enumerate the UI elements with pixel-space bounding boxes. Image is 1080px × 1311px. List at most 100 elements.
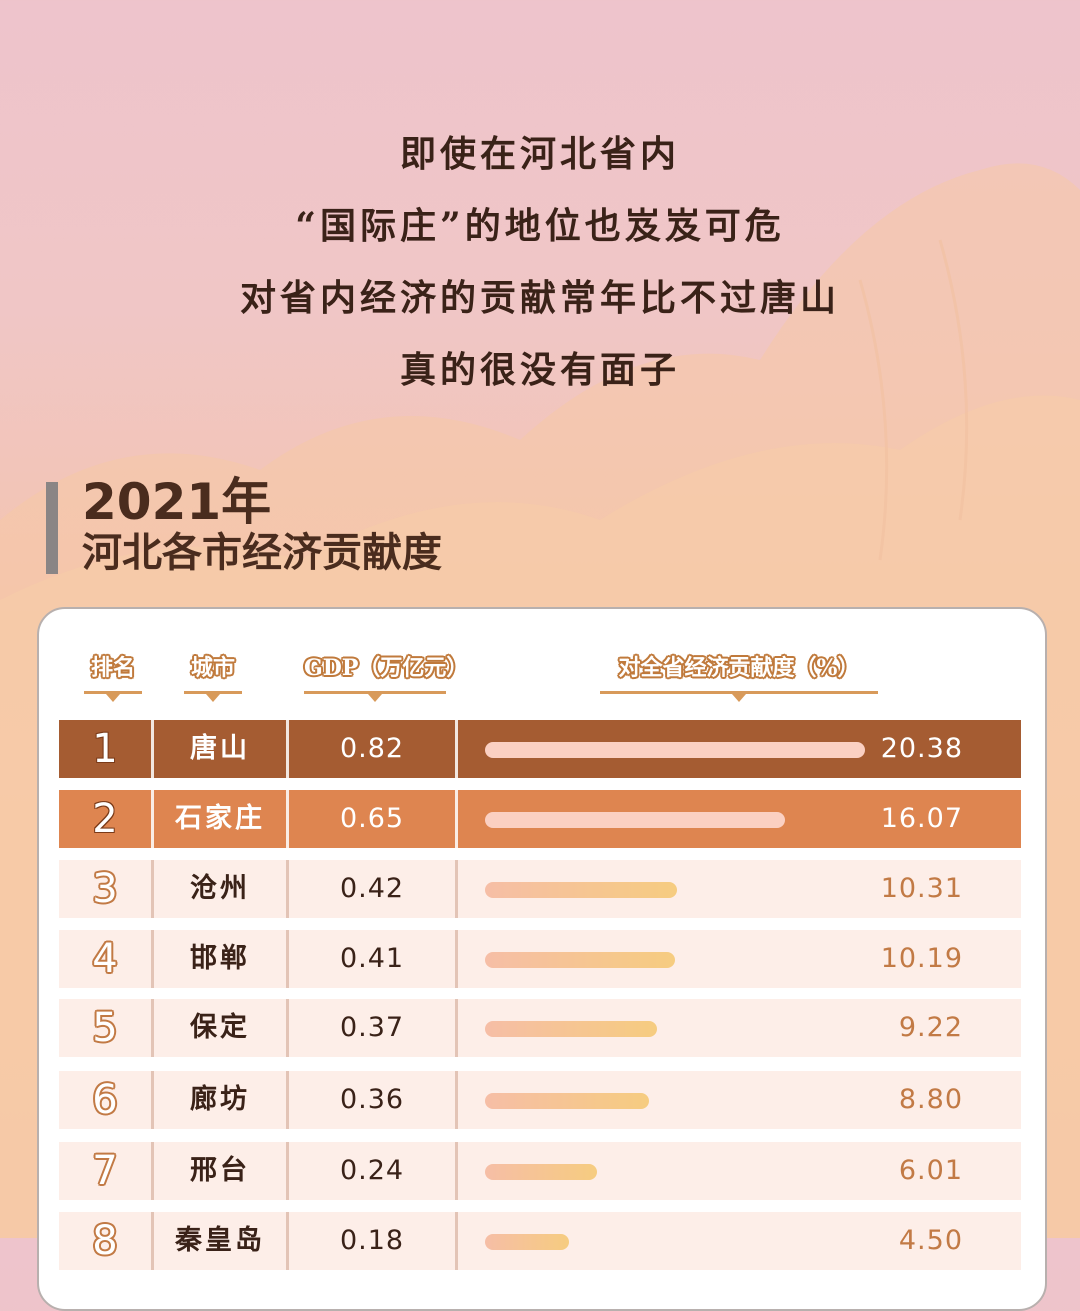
column-divider: [286, 860, 289, 918]
column-divider: [455, 720, 458, 778]
gdp-cell: 0.65: [339, 803, 405, 834]
column-divider: [151, 1142, 154, 1200]
share-bar: [485, 1164, 597, 1180]
intro-line: 对省内经济的贡献常年比不过唐山: [239, 277, 840, 319]
share-bar: [485, 882, 677, 898]
column-divider: [151, 999, 154, 1057]
share-bar: [485, 1021, 657, 1037]
table-row: 6 廊坊 0.36 8.80: [59, 1071, 1021, 1129]
table-row: 8 秦皇岛 0.18 4.50: [59, 1212, 1021, 1270]
column-divider: [455, 860, 458, 918]
gdp-cell: 0.41: [339, 943, 405, 974]
share-bar: [485, 1234, 569, 1250]
share-cell: 9.22: [458, 999, 1021, 1057]
rank-cell: 5: [92, 1005, 118, 1051]
city-cell: 邯郸: [190, 943, 250, 974]
header-city-label: 城市: [190, 655, 235, 681]
table-row: 4 邯郸 0.41 10.19: [59, 930, 1021, 988]
header-rank-label: 排名: [90, 655, 135, 681]
column-divider: [455, 999, 458, 1057]
share-cell: 8.80: [458, 1071, 1021, 1129]
table-row: 1 唐山 0.82 20.38: [59, 720, 1021, 778]
column-divider: [286, 1142, 289, 1200]
heading-year: 2021年: [82, 473, 272, 531]
header-city: 城市: [184, 650, 242, 702]
share-bar: [485, 1093, 649, 1109]
gdp-cell: 0.37: [339, 1012, 405, 1043]
column-divider: [286, 790, 289, 848]
gdp-cell: 0.82: [339, 733, 405, 764]
rank-cell: 2: [92, 796, 118, 842]
share-value: 16.07: [880, 803, 963, 834]
share-bar: [485, 952, 675, 968]
rank-cell: 8: [92, 1218, 118, 1264]
table-row: 3 沧州 0.42 10.31: [59, 860, 1021, 918]
header-pointer: [368, 694, 382, 702]
share-cell: 10.19: [458, 930, 1021, 988]
header-pointer: [206, 694, 220, 702]
share-bar: [485, 742, 865, 758]
table-row: 7 邢台 0.24 6.01: [59, 1142, 1021, 1200]
header-underline: [184, 691, 242, 694]
header-underline: [600, 691, 878, 694]
intro-text: 即使在河北省内 “国际庄”的地位也岌岌可危 对省内经济的贡献常年比不过唐山 真的…: [0, 118, 1080, 406]
gdp-cell: 0.18: [339, 1225, 405, 1256]
city-cell: 廊坊: [190, 1084, 250, 1115]
column-divider: [151, 860, 154, 918]
share-cell: 16.07: [458, 790, 1021, 848]
intro-line: “国际庄”的地位也岌岌可危: [295, 205, 785, 247]
city-cell: 唐山: [190, 733, 250, 764]
heading-accent-bar: [46, 482, 58, 574]
share-cell: 20.38: [458, 720, 1021, 778]
header-gdp: GDP（万亿元）: [304, 650, 468, 702]
rank-cell: 4: [92, 936, 118, 982]
column-divider: [455, 1071, 458, 1129]
share-cell: 6.01: [458, 1142, 1021, 1200]
column-divider: [286, 1071, 289, 1129]
share-value: 10.19: [880, 943, 963, 974]
column-divider: [286, 720, 289, 778]
city-cell: 保定: [190, 1012, 250, 1043]
share-value: 20.38: [880, 733, 963, 764]
column-divider: [286, 999, 289, 1057]
column-divider: [455, 1142, 458, 1200]
column-divider: [151, 1071, 154, 1129]
header-share-label: 对全省经济贡献度（%）: [618, 655, 860, 681]
header-rank: 排名: [84, 650, 142, 702]
share-value: 6.01: [898, 1155, 963, 1186]
rank-cell: 3: [92, 866, 118, 912]
header-pointer: [106, 694, 120, 702]
gdp-cell: 0.42: [339, 873, 405, 904]
gdp-cell: 0.36: [339, 1084, 405, 1115]
header-gdp-label: GDP（万亿元）: [304, 655, 469, 681]
column-divider: [286, 930, 289, 988]
share-cell: 10.31: [458, 860, 1021, 918]
city-cell: 秦皇岛: [175, 1225, 265, 1256]
column-divider: [151, 720, 154, 778]
city-cell: 沧州: [190, 873, 250, 904]
header-share: 对全省经济贡献度（%）: [600, 650, 878, 702]
city-cell: 邢台: [190, 1155, 250, 1186]
intro-line: 即使在河北省内: [399, 133, 680, 175]
column-divider: [455, 790, 458, 848]
table-row: 2 石家庄 0.65 16.07: [59, 790, 1021, 848]
share-bar: [485, 812, 785, 828]
intro-line: 真的很没有面子: [399, 349, 680, 391]
city-cell: 石家庄: [175, 803, 265, 834]
header-underline: [84, 691, 142, 694]
share-value: 9.22: [898, 1012, 963, 1043]
share-value: 10.31: [880, 873, 963, 904]
share-value: 4.50: [898, 1225, 963, 1256]
rank-cell: 7: [92, 1148, 118, 1194]
gdp-cell: 0.24: [339, 1155, 405, 1186]
table-row: 5 保定 0.37 9.22: [59, 999, 1021, 1057]
rank-cell: 1: [92, 726, 118, 772]
column-divider: [151, 930, 154, 988]
rank-cell: 6: [92, 1077, 118, 1123]
column-divider: [151, 790, 154, 848]
share-value: 8.80: [898, 1084, 963, 1115]
heading-title: 河北各市经济贡献度: [82, 530, 442, 576]
share-cell: 4.50: [458, 1212, 1021, 1270]
header-underline: [304, 691, 446, 694]
header-pointer: [732, 694, 746, 702]
